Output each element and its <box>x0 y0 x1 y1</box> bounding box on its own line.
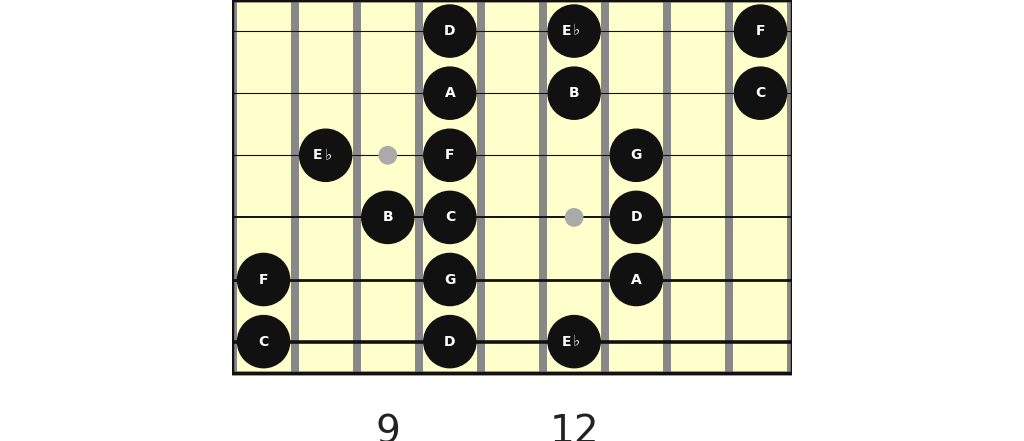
Bar <box>601 0 609 373</box>
Text: F: F <box>756 24 765 38</box>
Circle shape <box>424 5 476 57</box>
Text: G: G <box>631 148 642 162</box>
Circle shape <box>424 315 476 368</box>
Text: D: D <box>444 24 456 38</box>
Text: C: C <box>444 210 455 224</box>
Circle shape <box>424 191 476 243</box>
Text: D: D <box>444 335 456 349</box>
Circle shape <box>424 67 476 119</box>
Circle shape <box>238 315 290 368</box>
Text: E: E <box>313 148 323 162</box>
Circle shape <box>548 5 600 57</box>
Text: A: A <box>444 86 456 100</box>
Circle shape <box>565 209 583 226</box>
Bar <box>725 0 733 373</box>
Text: E: E <box>561 335 571 349</box>
Bar <box>291 0 299 373</box>
Circle shape <box>734 5 786 57</box>
Text: C: C <box>258 335 268 349</box>
Circle shape <box>424 254 476 306</box>
Bar <box>787 0 796 373</box>
Text: F: F <box>259 273 268 287</box>
Text: E: E <box>561 24 571 38</box>
Bar <box>664 0 672 373</box>
Text: 9: 9 <box>376 413 400 441</box>
Bar <box>477 0 485 373</box>
Bar <box>415 0 423 373</box>
Circle shape <box>300 129 352 181</box>
Text: 12: 12 <box>549 413 599 441</box>
Circle shape <box>238 254 290 306</box>
Circle shape <box>548 315 600 368</box>
Text: ♭: ♭ <box>572 23 581 38</box>
Circle shape <box>379 146 396 164</box>
Circle shape <box>610 129 663 181</box>
Text: B: B <box>568 86 580 100</box>
Text: ♭: ♭ <box>572 334 581 349</box>
Bar <box>232 0 792 373</box>
Circle shape <box>734 67 786 119</box>
Circle shape <box>361 191 414 243</box>
Circle shape <box>548 67 600 119</box>
Bar <box>228 0 237 373</box>
Circle shape <box>610 254 663 306</box>
Circle shape <box>610 191 663 243</box>
Text: G: G <box>444 273 456 287</box>
Bar <box>352 0 360 373</box>
Text: C: C <box>756 86 766 100</box>
Bar <box>232 0 792 373</box>
Text: ♭: ♭ <box>325 148 332 163</box>
Bar <box>539 0 547 373</box>
Circle shape <box>424 129 476 181</box>
Text: B: B <box>382 210 393 224</box>
Text: A: A <box>631 273 642 287</box>
Text: D: D <box>631 210 642 224</box>
Text: F: F <box>445 148 455 162</box>
